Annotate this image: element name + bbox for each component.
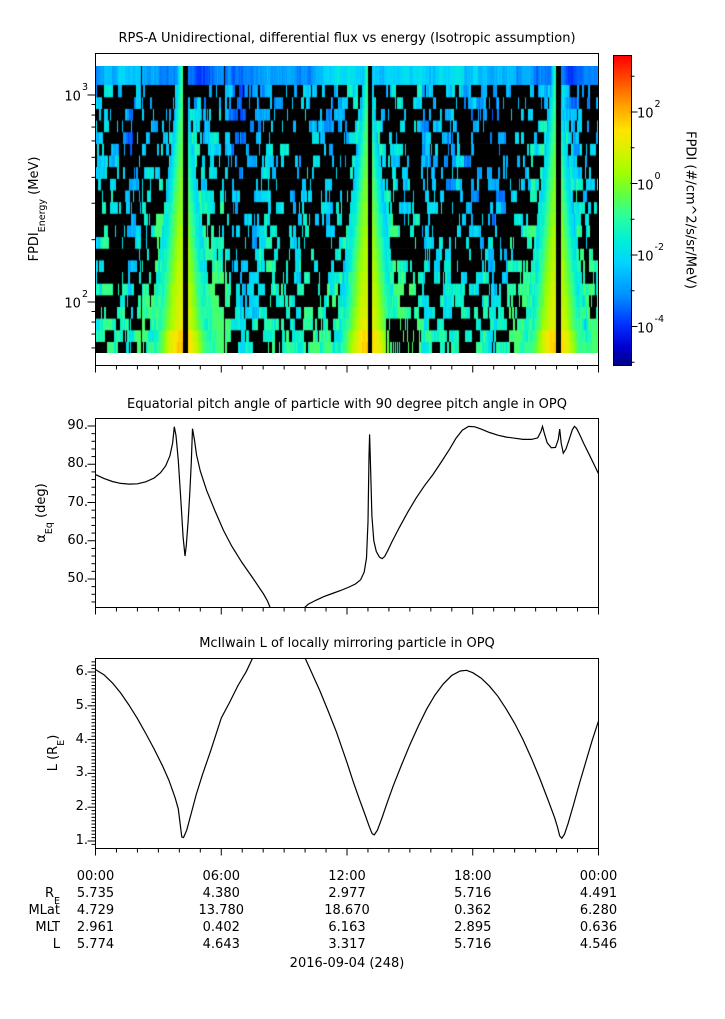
time-tick-label: 18:00	[454, 869, 492, 884]
pitch-angle-ytick-label: 80.	[67, 456, 88, 472]
colorbar-tick-label: 102	[637, 99, 661, 122]
ephemeris-value: 4.643	[202, 937, 240, 952]
pitch-angle-ytick-label: 50.	[67, 571, 88, 586]
ephemeris-value: 4.546	[579, 937, 618, 952]
mcilwain-l-ytick-label: 4.	[75, 731, 88, 747]
mcilwain-l-frame	[95, 658, 599, 849]
spectrogram-ytick-label: 102	[64, 289, 88, 312]
mcilwain-l-title: McIlwain L of locally mirroring particle…	[199, 636, 495, 651]
pitch-angle-curve	[95, 424, 599, 608]
ephemeris-row-label: RE	[44, 886, 60, 907]
ephemeris-value: 0.402	[202, 920, 240, 935]
ephemeris-value: 5.716	[454, 886, 492, 901]
mcilwain-l-ytick-label: 3.	[75, 765, 88, 781]
mcilwain-l-ytick-label: 1.	[75, 833, 88, 848]
pitch-angle-frame	[95, 418, 599, 608]
ephemeris-value: 6.163	[328, 920, 366, 935]
time-tick-label: 12:00	[328, 869, 366, 884]
ephemeris-row-label: MLat	[28, 903, 60, 918]
pitch-angle-ytick-label: 60.	[67, 532, 88, 548]
ephemeris-value: 2.895	[454, 920, 492, 935]
date-label: 2016-09-04 (248)	[289, 956, 405, 971]
spectrogram-ytick-label: 103	[64, 82, 88, 105]
mcilwain-l-curve	[95, 658, 599, 840]
ephemeris-value: 5.735	[76, 886, 115, 901]
ephemeris-value: 0.362	[454, 903, 492, 918]
colorbar-tick-label: 10-2	[637, 242, 665, 265]
colorbar-tick-label: 100	[637, 170, 661, 193]
time-tick-label: 00:00	[579, 869, 618, 884]
ephemeris-value: 5.716	[454, 937, 492, 952]
ephemeris-value: 5.774	[76, 937, 115, 952]
ephemeris-row-label: L	[52, 937, 60, 952]
ephemeris-value: 4.380	[202, 886, 240, 901]
spectrogram-frame	[95, 53, 599, 366]
spectrogram-title: RPS-A Unidirectional, differential flux …	[118, 31, 576, 46]
ephemeris-value: 4.729	[76, 903, 115, 918]
pitch-angle-title: Equatorial pitch angle of particle with …	[127, 397, 567, 412]
colorbar-tick-label: 10-4	[637, 313, 665, 336]
pitch-angle-ytick-label: 90.	[67, 418, 88, 433]
ephemeris-value: 0.636	[579, 920, 618, 935]
ephemeris-row-label: MLT	[35, 920, 60, 935]
ephemeris-value: 2.977	[328, 886, 366, 901]
spectrogram-heatmap	[96, 66, 598, 353]
ephemeris-value: 18.670	[324, 903, 370, 918]
mcilwain-l-ytick-label: 5.	[75, 697, 88, 713]
ephemeris-value: 13.780	[198, 903, 245, 918]
ephemeris-value: 2.961	[76, 920, 115, 935]
ephemeris-value: 3.317	[328, 937, 366, 952]
time-tick-label: 00:00	[76, 869, 115, 884]
time-tick-label: 06:00	[202, 869, 240, 884]
colorbar	[613, 55, 632, 366]
mcilwain-l-ytick-label: 2.	[75, 799, 88, 815]
ephemeris-value: 4.491	[579, 886, 618, 901]
pitch-angle-ytick-label: 70.	[67, 494, 88, 510]
ephemeris-value: 6.280	[579, 903, 618, 918]
mcilwain-l-ytick-label: 6.	[75, 664, 88, 679]
